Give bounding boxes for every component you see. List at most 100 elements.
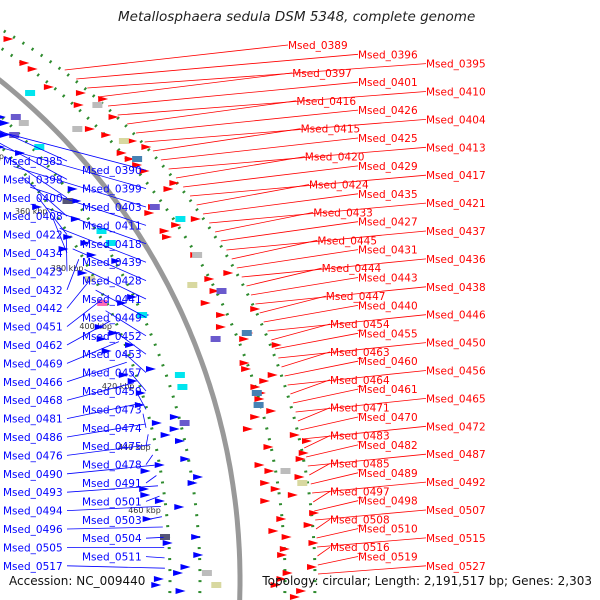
plus-strand-gene-arrow: [307, 564, 318, 570]
plus-strand-gene-label: Msed_0397: [292, 68, 352, 80]
feature-box: [34, 144, 45, 150]
feature-box: [105, 240, 116, 246]
plus-strand-gene-label: Msed_0515: [426, 533, 486, 545]
minus-strand-gene-label: Msed_0453: [82, 349, 142, 361]
kbp-tick-label: 340 kbp: [0, 152, 4, 161]
plus-strand-label-line: [76, 53, 359, 80]
plus-strand-label-line: [317, 556, 359, 566]
plus-strand-gene-arrow: [270, 486, 281, 492]
minus-strand-gene-arrow: [169, 414, 180, 420]
plus-strand-gene-arrow: [159, 228, 170, 234]
plus-strand-gene-label: Msed_0485: [330, 459, 390, 471]
genome-summary: Topology: circular; Length: 2,191,517 bp…: [262, 574, 592, 588]
plus-strand-gene-arrow: [268, 528, 279, 534]
plus-strand-label-line: [226, 230, 427, 251]
plus-strand-label-line: [183, 165, 359, 188]
feature-box: [211, 582, 222, 588]
plus-strand-label-line: [295, 398, 427, 413]
plus-strand-gene-arrow: [282, 570, 293, 576]
minus-strand-gene-arrow: [154, 462, 165, 468]
plus-strand-gene-arrow: [264, 468, 275, 474]
minus-strand-label-line: [66, 565, 165, 569]
plus-strand-gene-label: Msed_0489: [358, 468, 418, 480]
minus-strand-label-line: [59, 227, 147, 263]
plus-strand-gene-arrow: [289, 432, 300, 438]
feature-box: [96, 228, 107, 234]
minus-strand-gene-label: Msed_0399: [82, 184, 142, 196]
minus-strand-gene-label: Msed_0408: [3, 211, 63, 223]
minus-strand-gene-label: Msed_0411: [82, 220, 142, 232]
plus-strand-gene-arrow: [242, 426, 253, 432]
plus-strand-label-line: [215, 212, 314, 233]
plus-strand-gene-arrow: [254, 396, 265, 402]
plus-strand-gene-label: Msed_0425: [358, 133, 418, 145]
minus-strand-label-line: [66, 506, 161, 511]
plus-strand-gene-arrow: [75, 90, 86, 96]
minus-strand-gene-arrow: [111, 258, 122, 264]
minus-strand-gene-label: Msed_0457: [82, 368, 142, 380]
plus-strand-gene-label: Msed_0463: [330, 347, 390, 359]
minus-strand-gene-label: Msed_0434: [3, 248, 63, 260]
minus-strand-label-line: [66, 464, 155, 475]
plus-strand-gene-label: Msed_0465: [426, 393, 486, 405]
plus-strand-gene-arrow: [116, 150, 127, 156]
minus-strand-gene-label: Msed_0466: [3, 377, 63, 389]
plus-strand-gene-arrow: [260, 498, 271, 504]
minus-strand-label-line: [30, 186, 147, 226]
plus-strand-gene-label: Msed_0410: [426, 87, 486, 99]
plus-strand-gene-arrow: [239, 336, 250, 342]
minus-strand-gene-label: Msed_0418: [82, 239, 142, 251]
minus-strand-gene-label: Msed_0517: [3, 561, 63, 573]
plus-strand-gene-arrow: [263, 444, 274, 450]
plus-strand-label-line: [246, 267, 322, 287]
plus-strand-label-line: [97, 72, 293, 98]
feature-box: [10, 114, 21, 120]
plus-strand-gene-arrow: [84, 126, 95, 132]
plus-strand-gene-label: Msed_0440: [358, 300, 418, 312]
minus-strand-gene-arrow: [80, 240, 91, 246]
plus-strand-gene-arrow: [108, 114, 119, 120]
plus-strand-label-line: [209, 202, 427, 224]
minus-strand-label-line: [95, 289, 147, 318]
minus-strand-label-line: [130, 372, 147, 392]
plus-strand-gene-arrow: [308, 540, 319, 546]
map-title: Metallosphaera sedula DSM 5348, complete…: [118, 9, 476, 25]
minus-strand-label-line: [66, 361, 127, 383]
plus-strand-gene-label: Msed_0389: [288, 40, 348, 52]
feature-box: [280, 468, 291, 474]
feature-box: [85, 276, 95, 282]
minus-strand-gene-arrow: [127, 294, 138, 300]
minus-strand-gene-arrow: [118, 372, 129, 378]
plus-strand-gene-label: Msed_0483: [330, 431, 390, 443]
plus-strand-gene-arrow: [289, 594, 300, 600]
plus-strand-gene-arrow: [277, 552, 288, 558]
plus-strand-gene-label: Msed_0417: [426, 170, 486, 182]
plus-strand-gene-arrow: [241, 366, 252, 372]
minus-strand-label-line: [145, 516, 162, 521]
plus-strand-label-line: [278, 342, 427, 359]
kbp-tick-label: 360 kbp: [15, 207, 48, 216]
minus-strand-label-line: [72, 248, 147, 281]
minus-strand-gene-arrow: [174, 504, 185, 510]
plus-strand-gene-arrow: [266, 408, 277, 414]
plus-strand-gene-arrow: [3, 36, 14, 42]
plus-strand-gene-arrow: [127, 138, 138, 144]
plus-strand-gene-label: Msed_0516: [330, 542, 390, 554]
minus-strand-gene-label: Msed_0475: [82, 441, 142, 453]
plus-strand-gene-arrow: [302, 438, 313, 444]
minus-strand-label-line: [145, 454, 154, 465]
minus-strand-label-line: [66, 300, 101, 327]
plus-strand-label-line: [189, 174, 427, 197]
minus-strand-gene-arrow: [63, 234, 74, 240]
plus-strand-gene-label: Msed_0447: [326, 291, 386, 303]
plus-strand-label-line: [290, 379, 331, 395]
plus-strand-gene-label: Msed_0497: [330, 486, 390, 498]
minus-strand-label-line: [0, 130, 68, 162]
plus-strand-gene-arrow: [250, 414, 261, 420]
minus-strand-label-line: [0, 131, 147, 171]
minus-strand-gene-label: Msed_0432: [3, 285, 63, 297]
minus-strand-label-line: [105, 310, 147, 337]
plus-strand-gene-arrow: [162, 234, 173, 240]
minus-strand-gene-arrow: [58, 246, 69, 252]
minus-strand-gene-arrow: [117, 300, 128, 306]
